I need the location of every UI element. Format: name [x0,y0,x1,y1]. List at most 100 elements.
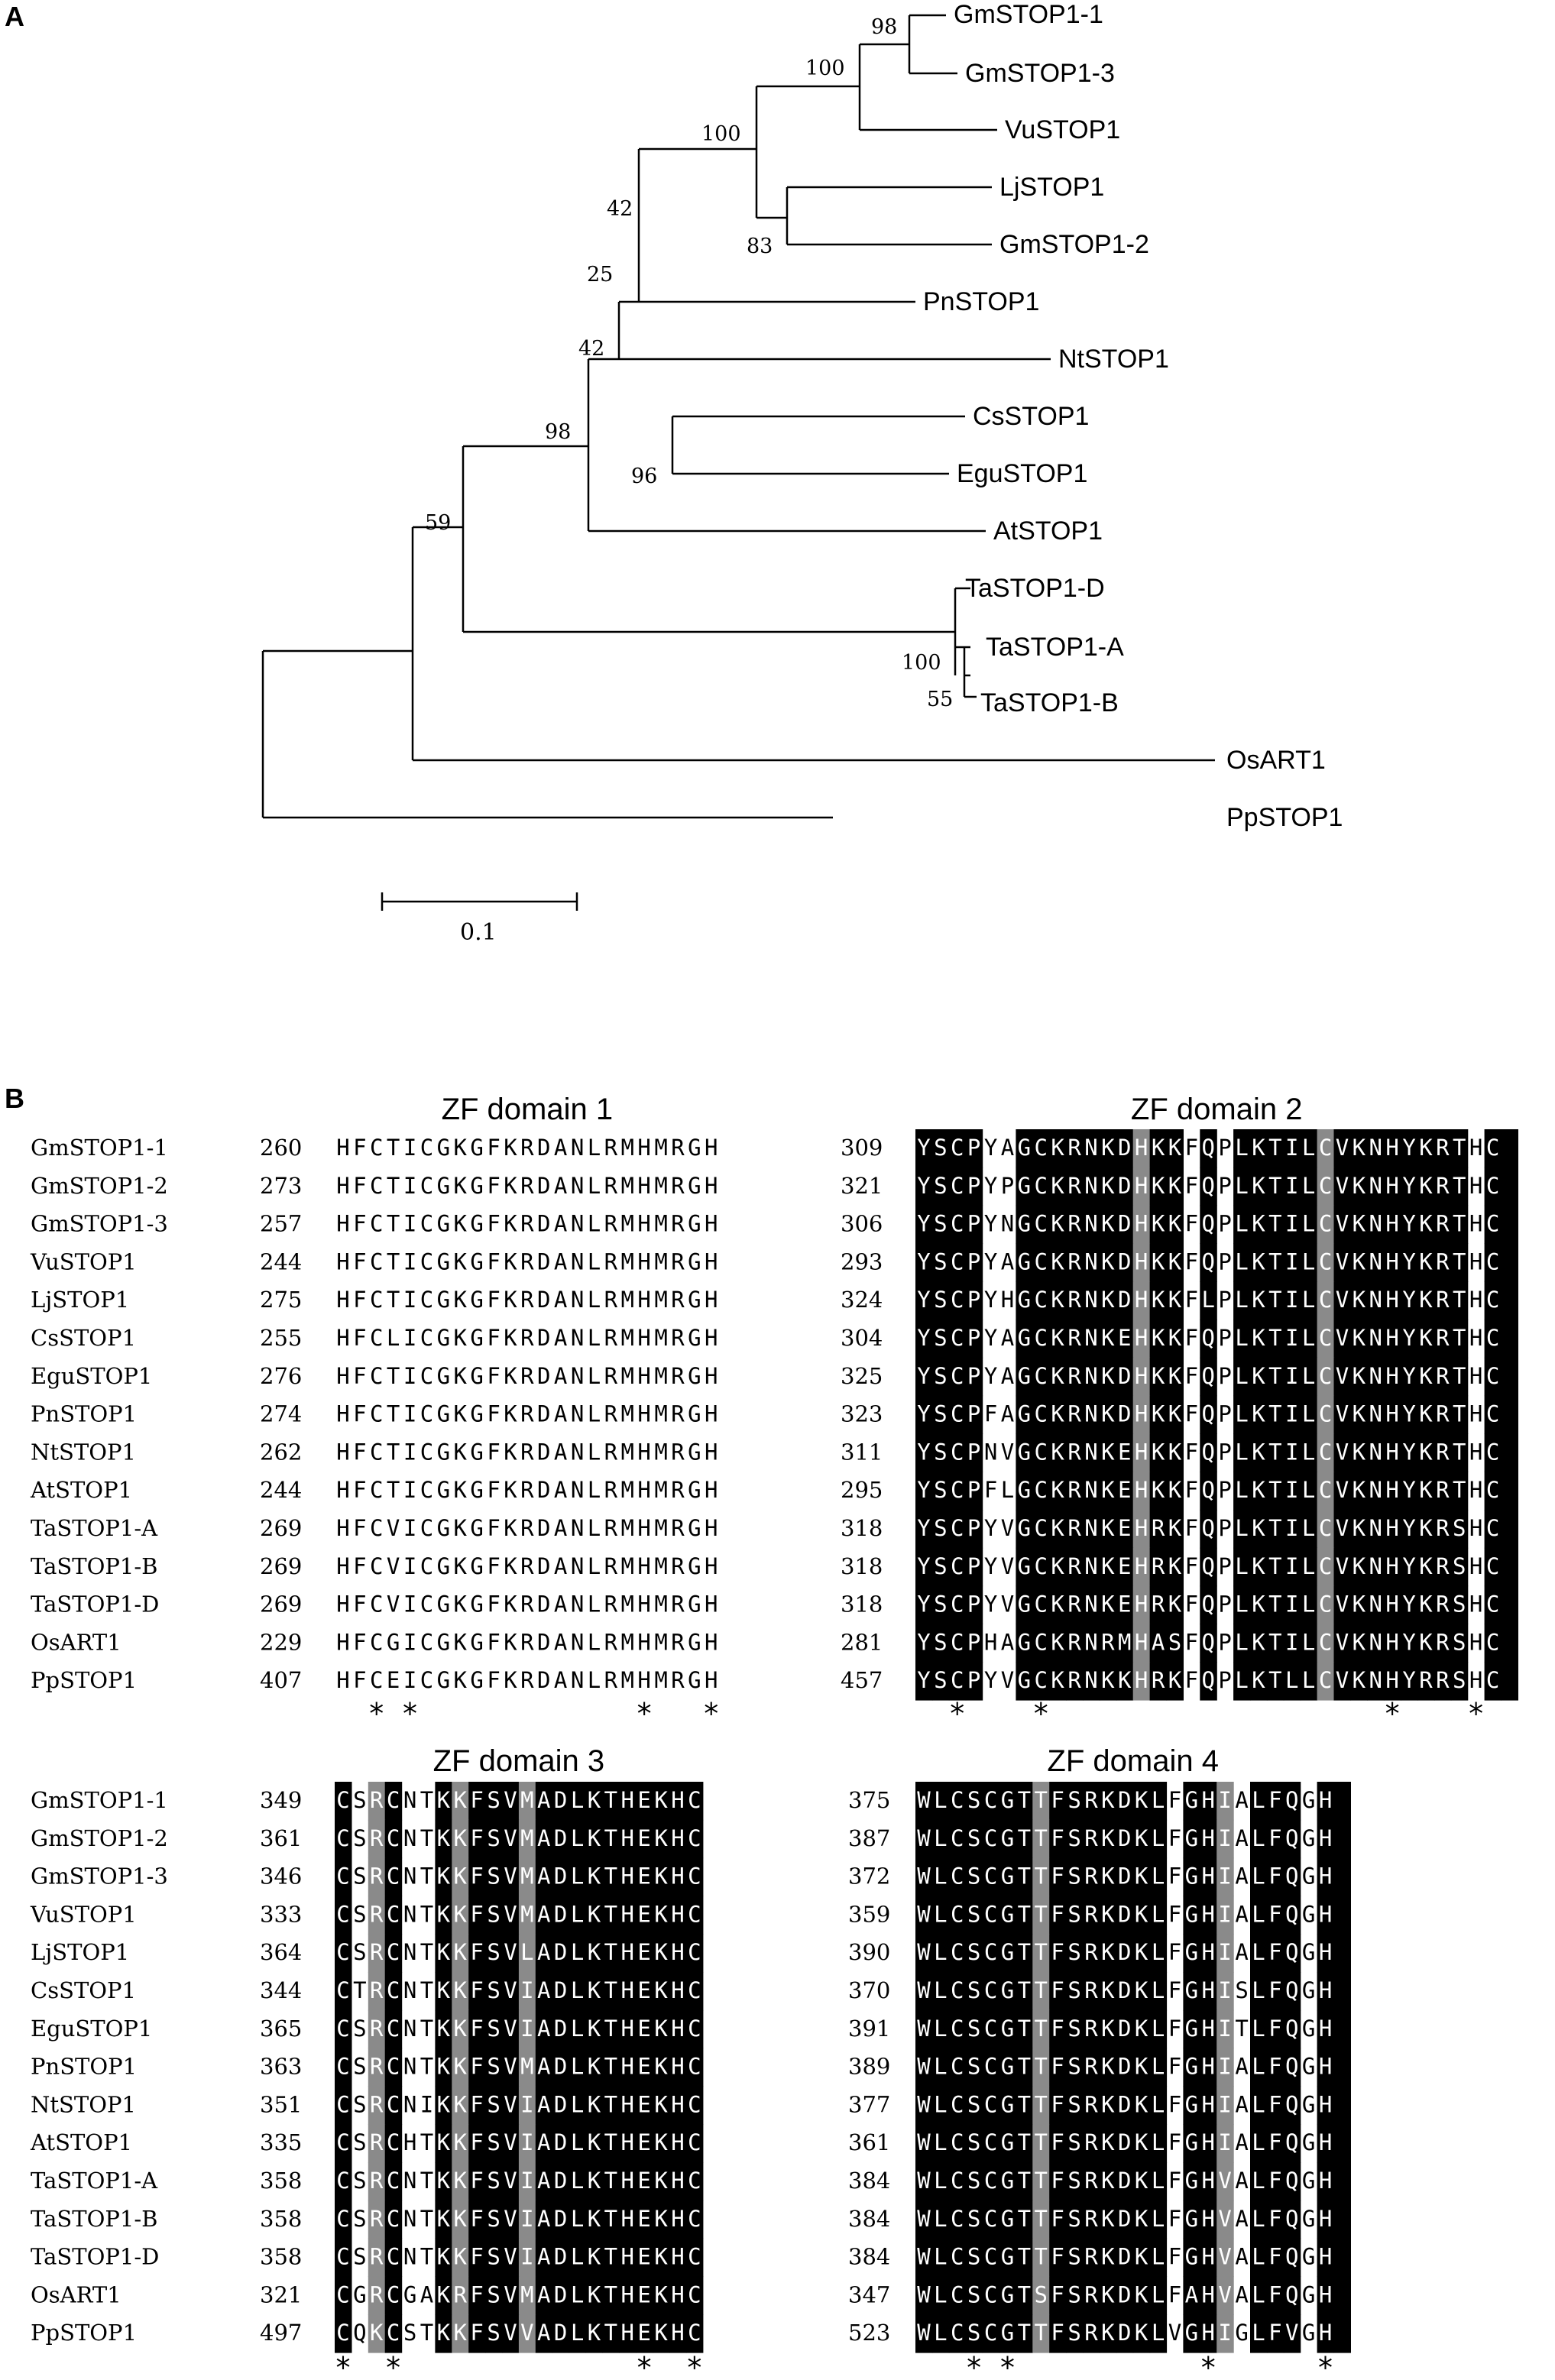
residue: C [688,2016,701,2042]
residue: M [654,1363,667,1389]
scale-bar-label: 0.1 [460,919,497,946]
residue: N [571,1477,584,1503]
residue: C [387,1977,400,2003]
residue: N [1369,1592,1382,1617]
residue: K [437,2244,451,2270]
residue: K [454,1173,468,1199]
residue: L [588,1135,601,1161]
residue: L [1235,1439,1248,1465]
residue: R [1436,1363,1450,1389]
residue: F [1185,1629,1198,1655]
residue: Y [1402,1515,1415,1541]
residue: L [1252,2244,1265,2270]
residue: C [984,2244,997,2270]
residue: T [1453,1401,1466,1427]
residue: L [934,1825,947,1851]
residue: F [470,2129,483,2155]
residue: T [604,2320,617,2346]
residue: R [671,1553,685,1579]
shade-cell [1501,1129,1518,1168]
shade-cell [1300,1281,1318,1320]
residue: F [470,2168,483,2194]
shade-cell [1350,1243,1368,1282]
residue: N [1084,1667,1097,1693]
residue: S [1067,1864,1080,1889]
residue: F [470,2281,483,2307]
residue: C [1319,1325,1332,1351]
residue: T [604,2129,617,2155]
residue: K [454,1864,468,1889]
residue: H [705,1173,718,1199]
shade-cell [1367,1320,1385,1358]
residue: K [454,1477,468,1503]
residue-start-number: 229 [260,1629,302,1655]
residue: G [470,1173,483,1199]
residue: E [637,2281,650,2307]
residue: K [654,1939,668,1965]
residue: S [487,2281,500,2307]
shade-cell [1333,1205,1351,1244]
residue: H [671,2016,684,2042]
residue: K [437,2016,451,2042]
residue: D [1118,1825,1131,1851]
residue: K [1152,1173,1165,1199]
residue: R [671,1248,685,1274]
residue: W [917,2168,931,2194]
residue: S [1453,1629,1466,1655]
residue: K [454,2206,468,2232]
shade-cell [1049,1205,1067,1244]
residue: M [654,1439,667,1465]
residue: G [1001,2206,1014,2232]
shade-cell [1434,1281,1452,1320]
residue: L [1252,1864,1265,1889]
shade-cell [1434,1129,1452,1168]
residue: R [1084,1901,1098,1927]
residue: H [1469,1287,1482,1313]
leaf-label: TaSTOP1-B [980,688,1119,717]
shade-cell [965,1281,983,1320]
residue: D [1118,2168,1131,2194]
residue: V [504,2054,517,2080]
residue: M [621,1515,634,1541]
residue: V [1336,1667,1349,1693]
residue: D [537,1325,550,1351]
residue: F [1168,2129,1181,2155]
residue: T [604,2016,617,2042]
shade-cell [1501,1472,1518,1511]
residue: S [353,1787,366,1813]
residue: N [403,2206,416,2232]
residue: K [1051,1173,1064,1199]
residue: S [967,2281,980,2307]
sequence-name: GmSTOP1-3 [31,1211,168,1237]
shade-cell [1317,1167,1335,1206]
residue: F [1268,1977,1281,2003]
residue: F [470,2206,483,2232]
sequence-name: EguSTOP1 [31,1363,152,1389]
residue: E [637,2016,650,2042]
residue: Y [1402,1439,1415,1465]
shade-cell [1350,1129,1368,1168]
residue: R [1067,1553,1081,1579]
residue: Q [1285,2281,1298,2307]
residue: L [1235,1553,1248,1579]
residue: I [403,1248,416,1274]
shade-cell [931,1129,950,1168]
residue: R [1436,1135,1450,1161]
shade-cell [1501,1167,1518,1206]
residue: T [420,1939,433,1965]
residue: M [621,1477,634,1503]
residue: C [336,1787,349,1813]
residue: C [420,1173,433,1199]
residue: A [554,1515,567,1541]
residue: P [1218,1325,1231,1351]
residue: C [951,1667,964,1693]
residue: F [353,1553,366,1579]
residue: H [1135,1325,1148,1351]
residue: S [967,2320,980,2346]
residue: K [504,1667,517,1693]
residue: T [1018,1977,1031,2003]
shade-cell [1149,1167,1168,1206]
residue: P [967,1553,980,1579]
residue: K [437,2168,451,2194]
residue: G [1018,1515,1031,1541]
